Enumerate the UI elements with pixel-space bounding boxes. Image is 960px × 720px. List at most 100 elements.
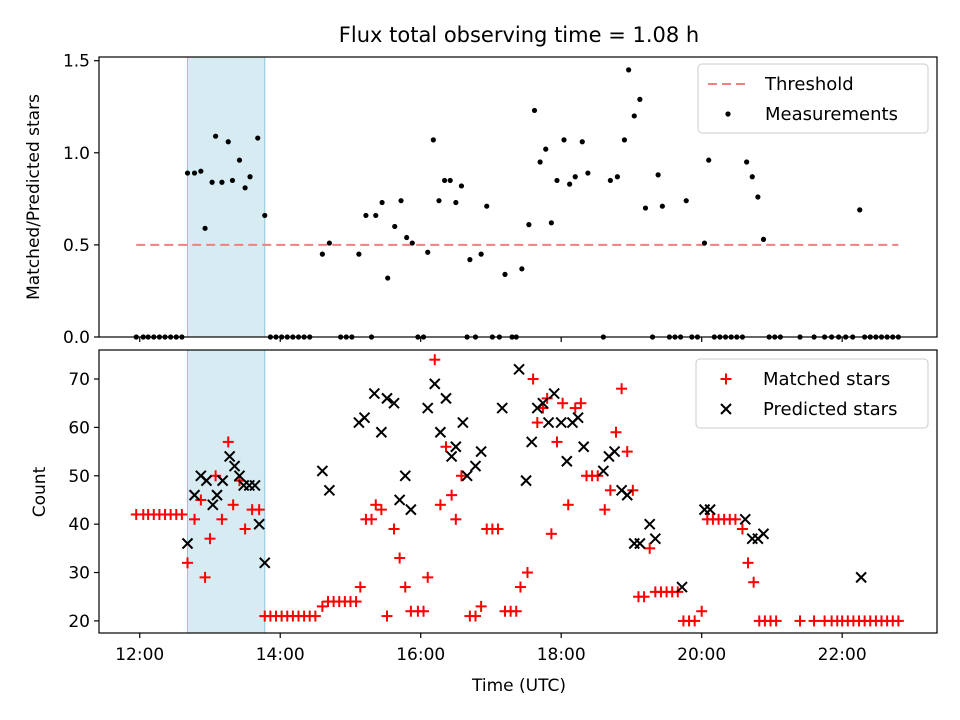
matched-star-point (729, 513, 741, 525)
matched-star-point (545, 528, 557, 540)
measurement-point (398, 198, 404, 204)
top-x-ticks (139, 337, 843, 342)
measurement-point (519, 266, 525, 272)
y-tick-label: 50 (68, 467, 90, 487)
matched-star-point (189, 513, 201, 525)
matched-star-point (644, 542, 656, 554)
measurement-point (229, 177, 236, 184)
y-tick-label: 20 (68, 612, 90, 632)
bottom-y-axis-label: Count (30, 466, 50, 517)
measurement-point (409, 240, 415, 246)
top-y-ticks: 0.0 0.5 1.0 1.5 (63, 52, 99, 348)
matched-star-point (204, 533, 216, 545)
measurement-point (467, 257, 473, 263)
predicted-star-point (704, 503, 716, 516)
predicted-star-point (228, 460, 241, 472)
matched-star-point (195, 494, 207, 506)
top-legend: Threshold Measurements (697, 63, 929, 134)
matched-star-point (527, 373, 539, 385)
matched-star-point (394, 552, 406, 564)
matched-star-point (748, 576, 760, 588)
predicted-star-point (457, 416, 469, 429)
predicted-star-point (388, 397, 400, 409)
legend-matched-marker (720, 373, 732, 385)
matched-star-point (227, 499, 239, 511)
bottom-y-ticks: 20 30 40 50 60 70 (68, 370, 99, 632)
matched-star-point (440, 441, 452, 453)
predicted-star-point (381, 392, 393, 405)
measurement-point (236, 157, 243, 163)
bottom-plot-frame (98, 349, 938, 634)
predicted-star-point (525, 436, 538, 448)
matched-star-point (422, 571, 434, 583)
measurement-point (242, 185, 248, 191)
predicted-star-point (597, 465, 610, 477)
measurement-point (385, 275, 391, 281)
top-chart-title: Flux total observing time = 1.08 h (339, 23, 699, 47)
legend-threshold-label: Threshold (764, 74, 854, 95)
matched-star-point (742, 557, 754, 569)
measurement-point (621, 137, 628, 143)
legend-predicted-label: Predicted stars (763, 399, 897, 420)
y-tick-label: 70 (68, 370, 90, 390)
measurement-point (567, 181, 573, 187)
measurement-point (642, 205, 649, 211)
matched-star-point (599, 504, 611, 516)
matched-star-point (475, 600, 487, 612)
matched-star-point (610, 426, 622, 438)
y-tick-label: 40 (68, 515, 90, 535)
matched-star-point (210, 470, 222, 482)
predicted-star-point (316, 465, 329, 477)
measurement-point (607, 177, 613, 184)
measurement-point (659, 203, 665, 209)
predicted-star-point (634, 537, 646, 550)
measurement-point (554, 177, 560, 184)
measurement-point (209, 179, 215, 185)
measurement-point (626, 67, 632, 73)
matched-star-point (388, 523, 400, 535)
measurement-point (561, 137, 567, 143)
measurement-point (637, 96, 643, 102)
matched-star-point (510, 605, 522, 617)
matched-star-point (309, 610, 321, 622)
measurement-point (447, 177, 453, 184)
measurement-point (706, 157, 712, 163)
measurement-point (225, 139, 231, 145)
matched-star-point (557, 397, 569, 409)
measurement-point (319, 251, 325, 257)
measurement-point (572, 174, 578, 180)
legend-predicted-marker (720, 403, 732, 415)
bottom-legend-box (695, 358, 929, 429)
measurement-point (537, 159, 543, 165)
x-tick-label: 22:00 (818, 645, 867, 665)
measurement-point (219, 179, 225, 185)
predicted-star-point (211, 489, 223, 501)
matched-star-point (492, 523, 504, 535)
matched-star-point (569, 402, 581, 414)
matched-star-point (616, 383, 628, 395)
measurement-point (531, 107, 538, 114)
measurement-point (453, 199, 459, 206)
predicted-star-point (440, 392, 452, 405)
matched-star-point (429, 354, 441, 366)
predicted-star-point (429, 378, 441, 390)
measurement-point (356, 251, 362, 257)
measurement-point (191, 170, 198, 176)
measurement-point (392, 223, 398, 230)
measurement-point (755, 194, 761, 200)
measurement-point (526, 222, 532, 228)
matched-star-point (399, 581, 411, 593)
matched-star-point (176, 508, 188, 520)
measurement-point (857, 207, 863, 213)
measurement-point (326, 240, 332, 246)
x-tick-label: 18:00 (537, 645, 586, 665)
predicted-star-point (676, 581, 688, 593)
predicted-star-points (181, 363, 867, 593)
legend-matched-label: Matched stars (763, 369, 890, 390)
matched-star-point (216, 513, 228, 525)
predicted-star-point (577, 441, 590, 453)
y-tick-label: 0.5 (63, 236, 90, 256)
matched-star-point (627, 484, 639, 496)
matched-star-point (736, 523, 748, 535)
matched-star-point (253, 504, 265, 516)
